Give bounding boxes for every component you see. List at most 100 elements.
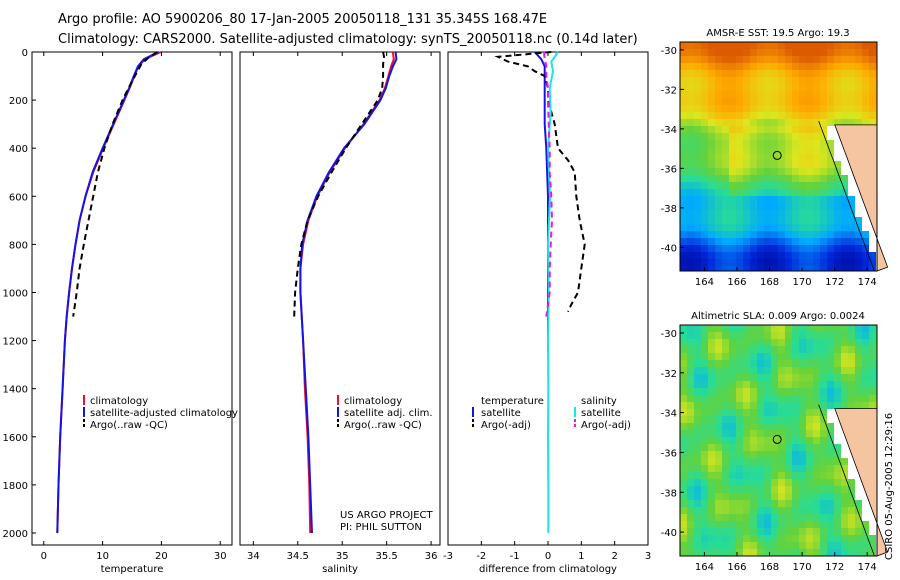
map-cell [757, 126, 765, 134]
map-cell [841, 486, 849, 494]
map-cell [722, 423, 730, 431]
map-cell [834, 430, 842, 438]
map-cell [855, 332, 863, 340]
map-cell [813, 367, 821, 375]
map-cell [771, 535, 779, 543]
map-cell [792, 325, 800, 333]
map-cell [771, 182, 779, 190]
map-cell [687, 332, 695, 340]
map-cell [729, 105, 737, 113]
map-cell [841, 98, 849, 106]
map-cell [785, 112, 793, 120]
map-cell [701, 84, 709, 92]
map-cell [764, 70, 772, 78]
map-cell [827, 325, 835, 333]
difference-xtick-label-0: -3 [443, 551, 453, 562]
map-cell [722, 500, 730, 508]
map-cell [715, 528, 723, 536]
map-cell [694, 231, 702, 239]
depth-ytick-label-7: 1400 [3, 385, 28, 396]
map-cell [778, 63, 786, 71]
map-cell [792, 91, 800, 99]
map-cell [841, 42, 849, 50]
map-cell [841, 154, 849, 162]
map-cell [764, 112, 772, 120]
map-cell [827, 126, 835, 134]
map-cell [687, 346, 695, 354]
sst_map-ytick-label-2: -34 [661, 125, 677, 136]
map-cell [841, 175, 849, 183]
map-cell [785, 486, 793, 494]
map-cell [708, 224, 716, 232]
map-cell [687, 252, 695, 260]
map-cell [806, 126, 814, 134]
map-cell [834, 479, 842, 487]
map-cell [827, 175, 835, 183]
sst_map-ytick-label-1: -32 [661, 85, 677, 96]
map-cell [841, 91, 849, 99]
map-cell [680, 133, 688, 141]
map-cell [827, 465, 835, 473]
map-cell [757, 395, 765, 403]
map-cell [722, 381, 730, 389]
map-cell [848, 189, 856, 197]
map-cell [771, 70, 779, 78]
map-cell [869, 346, 877, 354]
map-cell [729, 374, 737, 382]
map-cell [869, 542, 877, 550]
salinity-xtick-label-1: 34.5 [287, 551, 309, 562]
map-cell [827, 388, 835, 396]
map-cell [827, 353, 835, 361]
map-cell [771, 175, 779, 183]
map-cell [701, 112, 709, 120]
map-cell [792, 84, 800, 92]
map-cell [757, 182, 765, 190]
map-cell [694, 154, 702, 162]
map-cell [771, 42, 779, 50]
map-cell [827, 472, 835, 480]
map-cell [834, 465, 842, 473]
map-cell [764, 325, 772, 333]
map-cell [827, 259, 835, 267]
coastline-contour [818, 404, 875, 557]
map-cell [743, 458, 751, 466]
map-cell [743, 500, 751, 508]
map-cell [771, 332, 779, 340]
map-cell [687, 395, 695, 403]
map-cell [799, 430, 807, 438]
map-cell [764, 238, 772, 246]
temperature-plot-frame [31, 51, 233, 546]
sst_map-ytick-label-0: -30 [661, 46, 677, 57]
map-cell [680, 175, 688, 183]
map-cell [848, 507, 856, 515]
map-cell [722, 98, 730, 106]
map-cell [827, 119, 835, 127]
map-cell [869, 238, 877, 246]
map-cell [785, 98, 793, 106]
map-cell [722, 140, 730, 148]
map-cell [813, 217, 821, 225]
map-cell [750, 500, 758, 508]
map-cell [827, 521, 835, 529]
map-cell [806, 458, 814, 466]
map-cell [778, 70, 786, 78]
map-cell [736, 133, 744, 141]
map-cell [701, 70, 709, 78]
map-cell [764, 437, 772, 445]
map-cell [806, 493, 814, 501]
map-cell [799, 217, 807, 225]
map-cell [841, 49, 849, 57]
map-cell [813, 203, 821, 211]
map-cell [722, 189, 730, 197]
map-cell [778, 266, 786, 272]
map-cell [841, 266, 849, 272]
map-cell [680, 549, 688, 557]
map-cell [701, 245, 709, 253]
map-cell [841, 360, 849, 368]
map-cell [806, 217, 814, 225]
map-cell [750, 147, 758, 155]
map-cell [715, 112, 723, 120]
map-cell [827, 266, 835, 272]
map-cell [736, 210, 744, 218]
map-cell [722, 542, 730, 550]
